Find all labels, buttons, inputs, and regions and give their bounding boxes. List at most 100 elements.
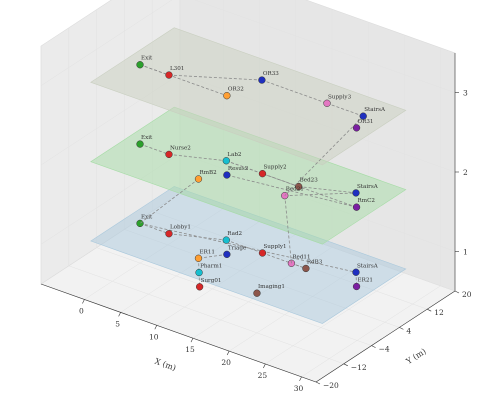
- y-tick-label: −20: [323, 381, 339, 390]
- y-gridline: [68, 27, 344, 365]
- x-tick-label: 25: [258, 371, 268, 380]
- z-tick-label: 2: [463, 168, 468, 177]
- y-tick: [315, 381, 321, 385]
- x-tick-label: 15: [185, 345, 195, 354]
- y-tick-label: −4: [379, 345, 390, 354]
- x-tick: [82, 299, 85, 304]
- z-tick-label: 3: [463, 89, 468, 98]
- y-tick: [343, 363, 348, 367]
- connection-edge: [168, 74, 262, 81]
- node-label: Surg01: [201, 278, 222, 284]
- connection-edge: [226, 160, 357, 208]
- x-tick: [190, 338, 194, 343]
- y-tick-label: 12: [434, 308, 444, 317]
- node-label: Supply2: [263, 165, 287, 171]
- node-label: Supply3: [328, 94, 352, 100]
- node-marker: [258, 76, 266, 84]
- node-marker: [352, 189, 360, 197]
- z-tick-label: 1: [463, 247, 468, 256]
- connection-edge: [226, 174, 357, 208]
- y-tick-label: 20: [462, 290, 472, 299]
- node-marker: [222, 157, 230, 165]
- node-label: Bed23: [300, 178, 319, 184]
- node-label: StairsA: [357, 263, 379, 269]
- x-tick-label: 5: [115, 319, 120, 328]
- connection-edge: [284, 195, 292, 264]
- y-tick-label: −12: [351, 363, 367, 372]
- node-marker: [258, 170, 267, 178]
- node-marker: [302, 264, 310, 273]
- y-axis-line: [315, 290, 456, 383]
- connection-edge: [284, 192, 356, 197]
- y-tick: [454, 290, 460, 294]
- node-marker: [165, 230, 173, 238]
- node-label: Imaging1: [258, 284, 285, 290]
- connection-edge: [261, 79, 328, 104]
- node-marker: [223, 171, 231, 179]
- connection-edge: [284, 115, 364, 196]
- node-label: OR33: [263, 71, 279, 77]
- floor-plane-1: [90, 186, 407, 324]
- connection-edge: [326, 102, 364, 117]
- node-label: RmC2: [358, 198, 376, 204]
- node-marker: [352, 268, 360, 276]
- node-marker: [136, 140, 144, 148]
- floor-plane-3: [90, 27, 407, 166]
- node-label: Supply1: [263, 244, 286, 250]
- node-label: Exit: [141, 135, 153, 141]
- node-marker: [352, 282, 361, 291]
- node-label: Lab2: [227, 152, 242, 158]
- node-marker: [195, 268, 203, 277]
- node-marker: [195, 283, 204, 291]
- node-marker: [295, 182, 303, 191]
- node-label: Rad2: [227, 231, 242, 237]
- node-marker: [223, 92, 231, 100]
- node-label: StairsA: [364, 107, 386, 113]
- x-tick-label: 20: [221, 358, 231, 367]
- node-label: Lobby1: [170, 225, 191, 231]
- node-label: RmB2: [199, 170, 217, 176]
- node-marker: [223, 250, 231, 259]
- node-marker: [253, 289, 261, 297]
- node-label: Exit: [141, 56, 153, 62]
- x-axis-label: X (m): [153, 357, 177, 373]
- connection-edge: [262, 252, 307, 269]
- y-tick-label: 4: [406, 326, 411, 335]
- x-axis-line: [40, 283, 317, 383]
- x-tick-label: 10: [149, 332, 159, 341]
- node-marker: [222, 236, 230, 244]
- node-label: RdB3: [307, 259, 323, 265]
- x-tick: [299, 376, 302, 381]
- y-axis-label: Y (m): [404, 347, 428, 367]
- node-marker: [194, 254, 203, 262]
- node-label: Bed21: [286, 187, 304, 193]
- node-label: Bed11: [292, 254, 310, 260]
- y-tick: [427, 308, 432, 312]
- node-marker: [194, 175, 203, 183]
- connection-edge: [139, 223, 170, 235]
- node-marker: [136, 219, 144, 228]
- node-marker: [165, 71, 173, 79]
- x-tick: [263, 363, 266, 369]
- connection-edge: [139, 64, 227, 97]
- node-marker: [352, 124, 361, 132]
- node-marker: [352, 203, 361, 211]
- node-label: Pharm1: [200, 264, 222, 270]
- node-label: OR31: [358, 119, 374, 125]
- y-gridline: [96, 9, 372, 346]
- node-label: Nurse2: [170, 145, 191, 151]
- node-label: StairsA: [357, 184, 379, 190]
- connection-edge: [226, 239, 263, 254]
- x-tick-label: 0: [79, 306, 84, 315]
- y-tick: [371, 345, 376, 348]
- x-tick: [154, 325, 158, 330]
- node-marker: [165, 150, 173, 159]
- node-marker: [323, 99, 331, 107]
- node-label: Triage: [228, 245, 247, 251]
- node-label: Resus2: [228, 166, 249, 172]
- z-gridline: [40, 0, 456, 93]
- node-label: ER11: [199, 249, 214, 255]
- node-marker: [136, 61, 144, 69]
